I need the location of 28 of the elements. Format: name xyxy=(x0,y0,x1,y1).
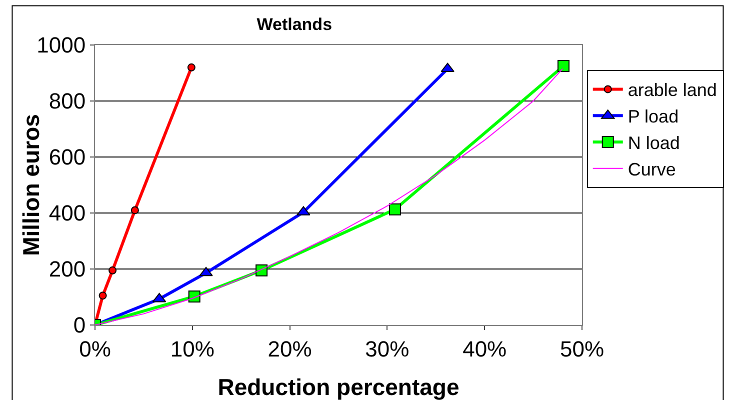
legend-label: N load xyxy=(628,133,680,154)
x-tick-label: 0% xyxy=(79,336,111,362)
point xyxy=(98,292,107,300)
y-tick-label: 1000 xyxy=(36,32,86,58)
x-tick-label: 30% xyxy=(365,336,410,362)
point xyxy=(130,206,139,214)
x-tick-label: 50% xyxy=(560,336,604,362)
point xyxy=(108,266,117,274)
legend-label: P load xyxy=(628,106,679,127)
x-axis-title: Reduction percentage xyxy=(218,374,460,400)
legend-label: arable land xyxy=(628,80,717,100)
point xyxy=(557,60,570,72)
x-tick-label: 10% xyxy=(170,336,214,362)
point xyxy=(199,266,213,276)
y-tick-label: 200 xyxy=(48,256,86,282)
point xyxy=(388,203,401,216)
y-tick-label: 600 xyxy=(48,144,86,170)
x-tick-label: 20% xyxy=(268,336,312,362)
y-tick-label: 0 xyxy=(73,312,86,338)
y-tick-label: 800 xyxy=(48,88,86,114)
y-axis-title: Million euros xyxy=(18,114,44,256)
point xyxy=(187,63,196,72)
chart-title: Wetlands xyxy=(256,14,332,34)
point xyxy=(256,264,268,276)
x-tick-label: 40% xyxy=(462,336,507,362)
y-tick-label: 400 xyxy=(48,200,86,226)
legend-label: Curve xyxy=(628,159,676,180)
point xyxy=(440,62,454,72)
